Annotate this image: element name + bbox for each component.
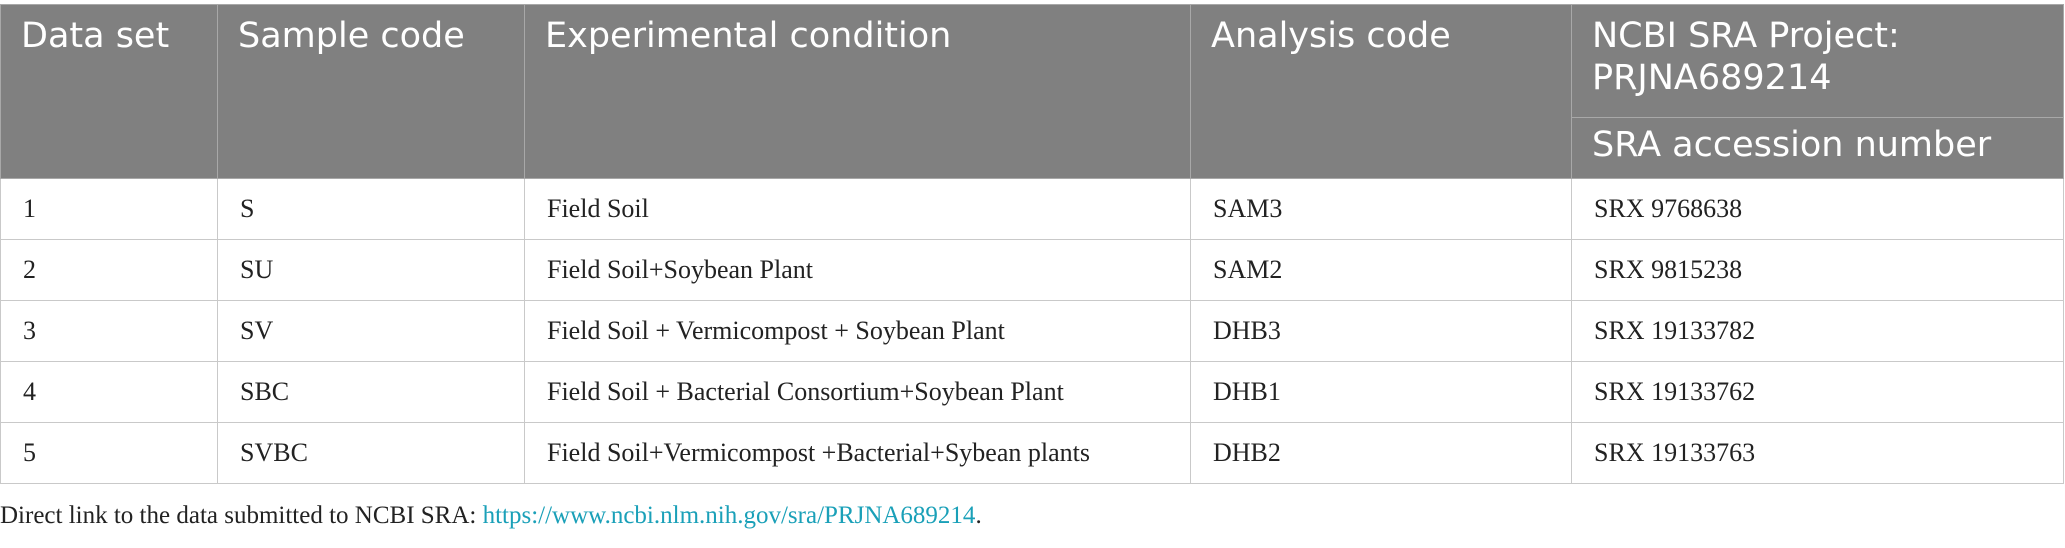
footnote-text: Direct link to the data submitted to NCB… [0,502,483,529]
footnote-end: . [975,502,982,529]
table-row: 5 SVBC Field Soil+Vermicompost +Bacterial+… [0,422,2064,484]
table-cell: 4 [0,361,218,423]
table-cell: SBC [217,361,525,423]
table-cell: SRX 19133762 [1571,361,2064,423]
header-cell: Experimental condition [524,4,1191,179]
header-cell: Sample code [217,4,525,179]
table-cell: DHB1 [1190,361,1572,423]
header-cell: Data set [0,4,218,179]
table-row: 2 SU Field Soil+Soybean Plant SAM2 SRX 98152… [0,239,2064,301]
table-cell: 5 [0,422,218,484]
table-cell: Field Soil+Vermicompost +Bacterial+Sybea… [524,422,1191,484]
table-cell: SRX 19133763 [1571,422,2064,484]
table-cell: SRX 9768638 [1571,178,2064,240]
table-cell: SAM3 [1190,178,1572,240]
header-cell: Analysis code [1190,4,1572,179]
table-cell: 2 [0,239,218,301]
header-cell: NCBI SRA Project: PRJNA689214 [1571,4,2064,118]
table-cell: S [217,178,525,240]
footnote-link[interactable]: https://www.ncbi.nlm.nih.gov/sra/PRJNA68… [482,502,976,529]
table-body: 1 S Field Soil SAM3 SRX 9768638 2 SU Field Soil… [0,178,2064,484]
table-cell: DHB3 [1190,300,1572,362]
table-cell: 1 [0,178,218,240]
table-cell: Field Soil [524,178,1191,240]
table-cell: SU [217,239,525,301]
table-cell: Field Soil + Bacterial Consortium+Soybea… [524,361,1191,423]
table-cell: DHB2 [1190,422,1572,484]
table-row: 3 SV Field Soil + Vermicompost + Soybean P… [0,300,2064,362]
subheader-cell: SRA accession number [1571,117,2064,179]
table-row: 4 SBC Field Soil + Bacterial Consortium+So… [0,361,2064,423]
table-cell: SVBC [217,422,525,484]
table-cell: SAM2 [1190,239,1572,301]
table-row: 1 S Field Soil SAM3 SRX 9768638 [0,178,2064,240]
table-cell: Field Soil + Vermicompost + Soybean Plan… [524,300,1191,362]
table-cell: Field Soil+Soybean Plant [524,239,1191,301]
footnote: Direct link to the data submitted to NCB… [0,502,982,530]
table-cell: 3 [0,300,218,362]
data-table: Data set Sample code Experimental condit… [0,4,2064,484]
table-cell: SRX 9815238 [1571,239,2064,301]
table-cell: SV [217,300,525,362]
table-cell: SRX 19133782 [1571,300,2064,362]
